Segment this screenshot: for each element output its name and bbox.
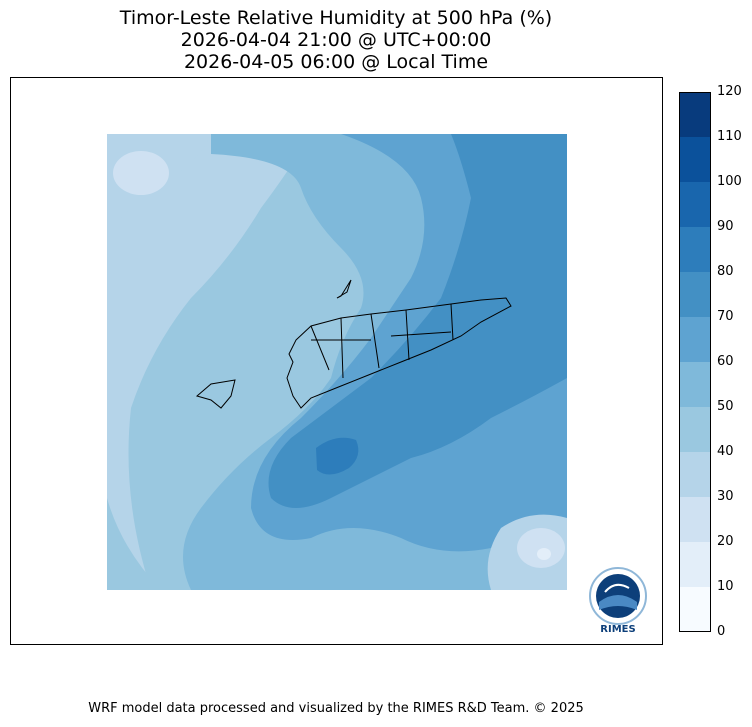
colorbar-tick-label: 30 [717,489,734,504]
contour-40-west [107,134,311,590]
colorbar-band [679,497,711,542]
local-time: 2026-04-05 06:00 @ Local Time [183,51,489,73]
colorbar-band [679,542,711,587]
colorbar-band [679,362,711,407]
colorbar-tick-label: 120 [717,84,742,99]
colorbar-tick-label: 80 [717,264,734,279]
oecusse-enclave [195,379,236,409]
colorbar-tick-label: 50 [717,399,734,414]
colorbar-band [679,227,711,272]
colorbar-band [679,317,711,362]
colorbar-tick-label: 20 [717,534,734,549]
colorbar-band [679,407,711,452]
atauro-island [336,279,352,299]
contour-90 [316,437,359,475]
contour-30-nw [113,151,169,195]
colorbar-band [679,182,711,227]
colorbar-tick-label: 10 [717,579,734,594]
humidity-map [107,134,567,590]
colorbar-band [679,587,711,632]
rimes-logo: RIMES [585,566,651,636]
colorbar-band [679,272,711,317]
timor-outline [286,297,512,409]
contour-80 [268,134,567,508]
colorbar-tick-label: 0 [717,624,726,639]
colorbar-band [679,452,711,497]
colorbar-tick-label: 40 [717,444,734,459]
colorbar-tick-label: 110 [717,129,742,144]
colorbar-tick-label: 90 [717,219,734,234]
contour-50-sw [107,498,161,590]
logo-text: RIMES [600,624,635,635]
timor-boundaries [195,279,512,409]
map-frame [10,77,663,645]
utc-time: 2026-04-04 21:00 @ UTC+00:00 [180,29,492,51]
contour-30-se [517,528,565,568]
colorbar [679,92,711,632]
colorbar-tick-label: 100 [717,174,742,189]
colorbar-tick-label: 60 [717,354,734,369]
contour-20-se [537,548,551,560]
colorbar-band [679,92,711,137]
colorbar-band [679,137,711,182]
district-lines [310,303,454,379]
colorbar-tick-label: 70 [717,309,734,324]
map-title: Timor-Leste Relative Humidity at 500 hPa… [119,7,553,29]
footer-credit: WRF model data processed and visualized … [88,701,584,716]
